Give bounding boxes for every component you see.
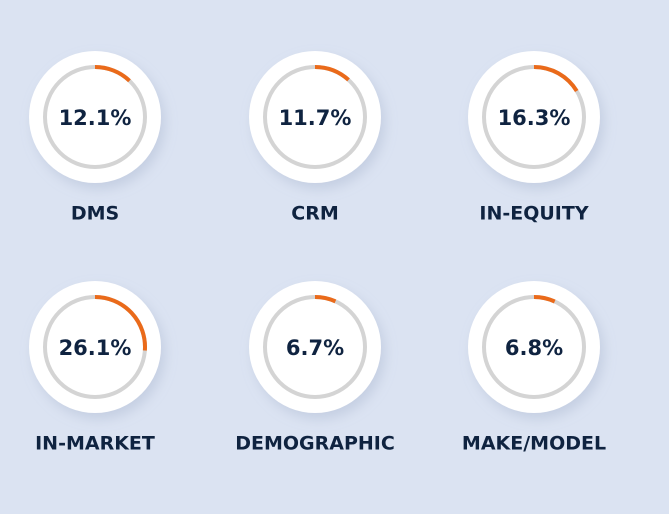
gauge-background	[468, 51, 600, 183]
gauge-arc	[314, 295, 337, 304]
gauge-value-label: 6.7%	[286, 336, 344, 360]
gauge-background	[468, 281, 600, 413]
gauge-category-label: MAKE/MODEL	[462, 433, 606, 455]
gauge-value-label: 26.1%	[59, 336, 132, 360]
gauge-arc	[314, 65, 350, 82]
gauge-value-label: 12.1%	[59, 106, 132, 130]
gauge-category-label: IN-EQUITY	[479, 203, 588, 225]
gauge-arc	[533, 295, 556, 304]
gauge-arc	[94, 65, 131, 83]
gauge-value-label: 6.8%	[505, 336, 563, 360]
gauge-background	[29, 281, 161, 413]
gauge-value-label: 16.3%	[498, 106, 571, 130]
gauge-arc	[533, 65, 579, 93]
gauge-category-label: CRM	[291, 203, 338, 225]
gauge-category-label: DMS	[71, 203, 119, 225]
gauge-category-label: DEMOGRAPHIC	[235, 433, 395, 455]
gauge-value-label: 11.7%	[279, 106, 352, 130]
gauge-arc	[94, 295, 147, 351]
gauge-background	[249, 281, 381, 413]
gauge-category-label: IN-MARKET	[35, 433, 155, 455]
gauge-background	[249, 51, 381, 183]
gauge-background	[29, 51, 161, 183]
